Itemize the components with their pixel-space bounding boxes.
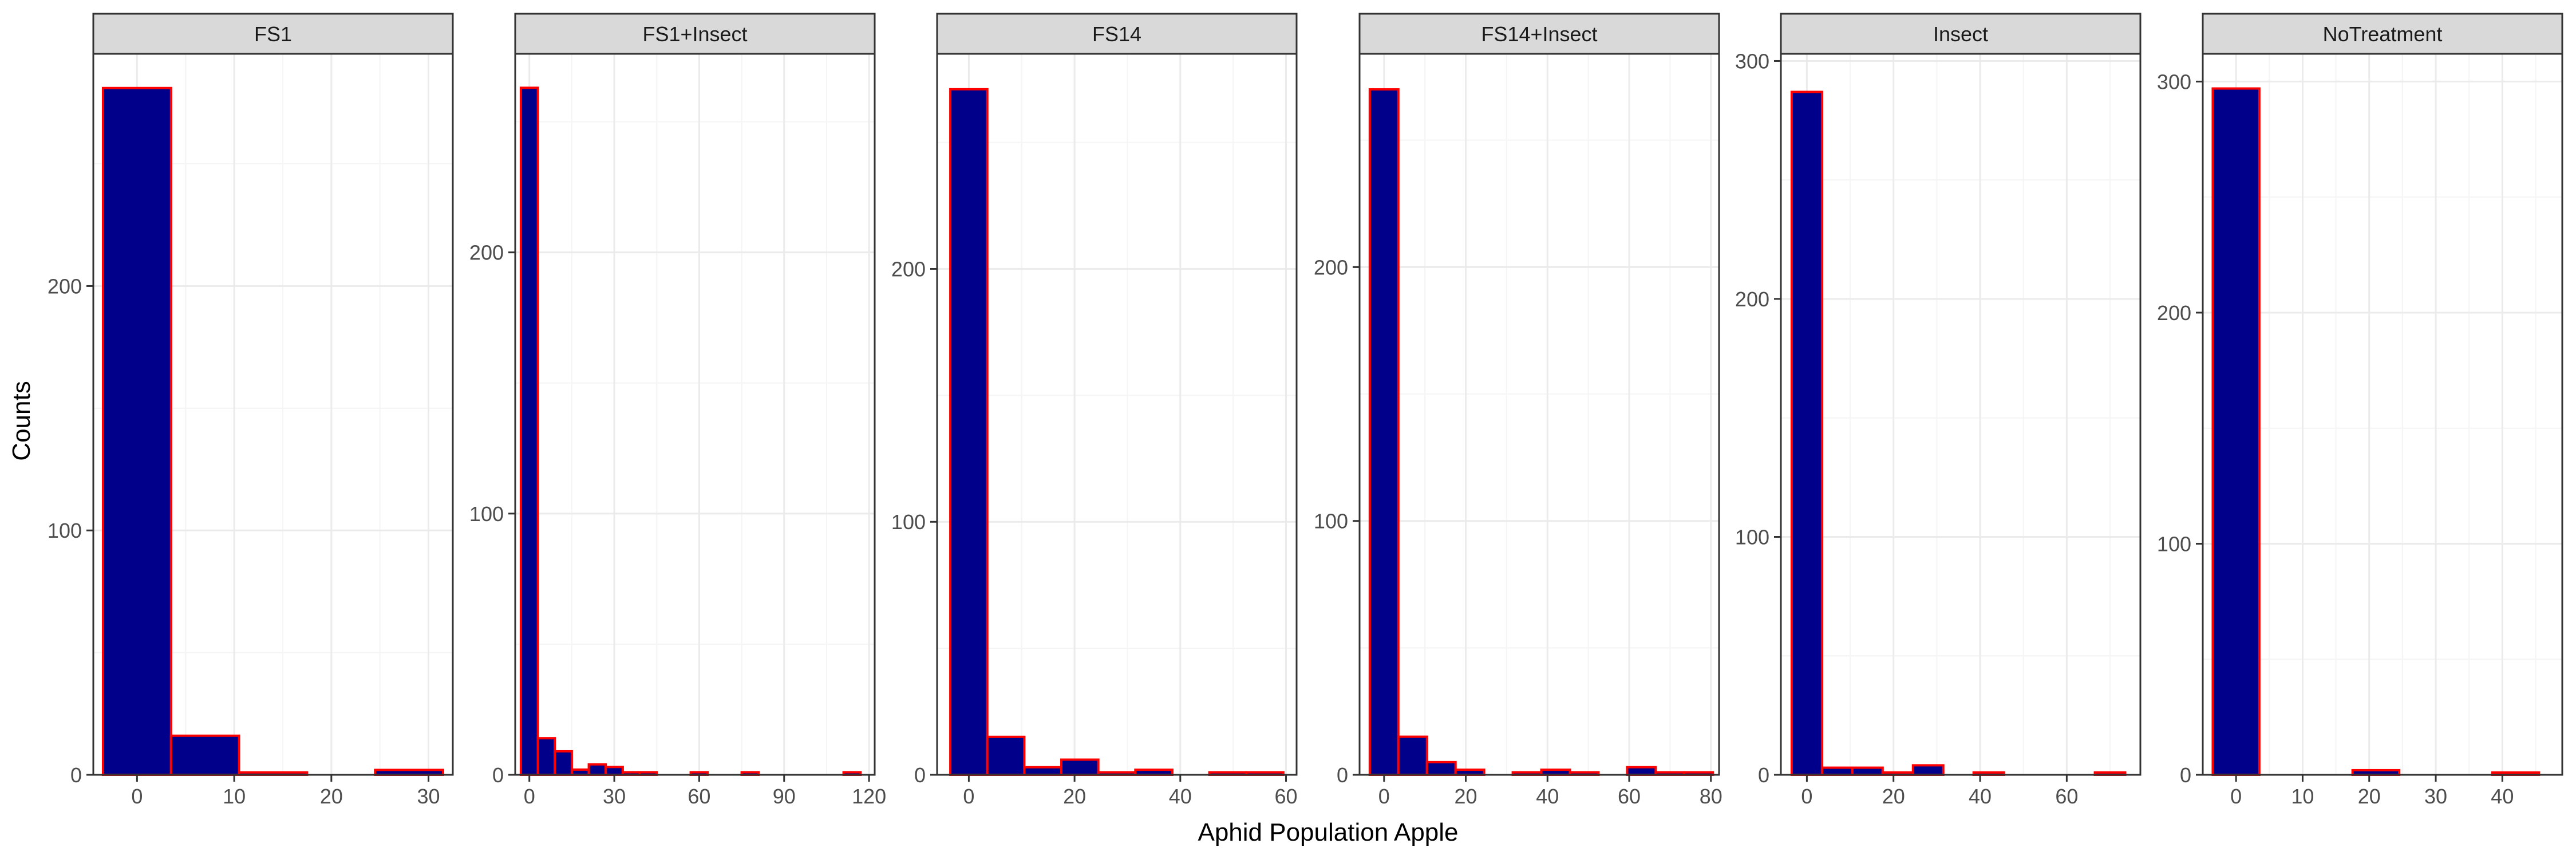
- histogram-bar: [101, 86, 172, 776]
- panel-border: [514, 53, 876, 776]
- x-tick-label: 90: [773, 785, 796, 808]
- facet-strip-label: NoTreatment: [2323, 22, 2443, 46]
- y-tick-label: 100: [2157, 532, 2191, 555]
- x-tick-label: 20: [1882, 785, 1905, 808]
- x-tick-label: 30: [417, 785, 440, 808]
- facet-strip: [1780, 13, 2142, 55]
- x-tick-label: 10: [2291, 785, 2314, 808]
- y-tick-label: 200: [1735, 287, 1769, 311]
- facet-panel: FS14 0 20 40 60 0 100 200: [891, 13, 1298, 808]
- histogram-bar: [1820, 766, 1854, 777]
- y-tick-label: 0: [1758, 763, 1769, 787]
- y-tick-label: 200: [469, 241, 504, 265]
- y-tick-label: 200: [48, 274, 82, 298]
- y-tick-label: 200: [1314, 255, 1348, 279]
- histogram-bar: [1911, 764, 1945, 776]
- y-tick-label: 0: [914, 763, 926, 787]
- x-tick-label: 60: [2055, 785, 2078, 808]
- y-tick-label: 0: [70, 763, 82, 787]
- facet-strip: [92, 13, 454, 55]
- facet-panel: FS1 0 10 20 30 0 100 200: [48, 13, 454, 808]
- y-tick-label: 0: [2180, 763, 2191, 787]
- y-tick-label: 0: [492, 763, 504, 787]
- y-tick-label: 100: [48, 519, 82, 542]
- panel-border: [936, 53, 1298, 776]
- y-tick-label: 200: [891, 257, 926, 281]
- x-tick-label: 40: [1169, 785, 1192, 808]
- histogram-bar: [1368, 88, 1400, 777]
- facet-panel: NoTreatment 0 10 20 30 40 0 100 200 300: [2157, 13, 2563, 808]
- panel-border: [1358, 53, 1720, 776]
- histogram-bar: [587, 763, 607, 777]
- histogram-bar: [1425, 761, 1457, 776]
- y-tick-label: 300: [1735, 49, 1769, 73]
- y-tick-label: 200: [2157, 301, 2191, 325]
- facet-panel: FS14+Insect 0 20 40 60 80 0 100 200: [1314, 13, 1722, 808]
- facet-strip: [1358, 13, 1720, 55]
- facet-panel: Insect 0 20 40 60 0 100 200 300: [1735, 13, 2142, 808]
- x-tick-label: 0: [1801, 785, 1812, 808]
- x-tick-label: 20: [1063, 785, 1086, 808]
- histogram-bar: [1023, 766, 1063, 776]
- x-tick-label: 30: [603, 785, 626, 808]
- x-tick-label: 80: [1700, 785, 1722, 808]
- y-tick-label: 0: [1337, 763, 1348, 787]
- y-tick-label: 100: [1735, 525, 1769, 549]
- x-axis-title: Aphid Population Apple: [1198, 818, 1458, 846]
- y-tick-label: 100: [469, 502, 504, 526]
- histogram-bar: [1060, 758, 1100, 777]
- histogram-bar: [986, 735, 1026, 776]
- facet-strip-label: Insect: [1933, 22, 1988, 46]
- y-tick-label: 100: [891, 510, 926, 534]
- x-tick-label: 0: [2230, 785, 2242, 808]
- histogram-bar: [169, 734, 240, 776]
- facet-strip-label: FS1+Insect: [642, 22, 747, 46]
- histogram-bar: [1626, 766, 1657, 776]
- y-tick-label: 300: [2157, 70, 2191, 93]
- x-tick-label: 120: [852, 785, 886, 808]
- x-tick-label: 60: [1618, 785, 1641, 808]
- x-tick-label: 40: [1969, 785, 1992, 808]
- facet-strip: [2202, 13, 2563, 55]
- facet-strip-label: FS1: [254, 22, 292, 46]
- histogram-bar: [2211, 87, 2261, 777]
- x-tick-label: 0: [963, 785, 974, 808]
- x-tick-label: 0: [524, 785, 535, 808]
- facet-panel: FS1+Insect 0 30 60 90 120 0 100 200: [469, 13, 886, 808]
- facet-strip-label: FS14: [1092, 22, 1141, 46]
- x-tick-label: 20: [1455, 785, 1477, 808]
- histogram-bar: [1851, 766, 1884, 777]
- histogram-bar: [519, 86, 539, 776]
- histogram-bar: [536, 737, 556, 777]
- y-axis-title: Counts: [7, 381, 35, 460]
- facet-strip-label: FS14+Insect: [1481, 22, 1597, 46]
- histogram-bar: [1397, 735, 1428, 777]
- x-tick-label: 40: [2491, 785, 2514, 808]
- x-tick-label: 10: [223, 785, 246, 808]
- x-tick-label: 60: [1275, 785, 1298, 808]
- y-tick-label: 100: [1314, 510, 1348, 533]
- x-tick-label: 20: [320, 785, 343, 808]
- histogram-bar: [1790, 90, 1823, 777]
- x-tick-label: 40: [1536, 785, 1559, 808]
- x-tick-label: 0: [131, 785, 143, 808]
- panel-border: [1780, 53, 2142, 776]
- x-tick-label: 30: [2424, 785, 2447, 808]
- x-tick-label: 20: [2358, 785, 2381, 808]
- histogram-bar: [554, 750, 573, 777]
- histogram-bar: [605, 766, 624, 776]
- x-tick-label: 60: [688, 785, 710, 808]
- facet-strip: [936, 13, 1298, 55]
- histogram-bar: [949, 88, 989, 777]
- x-tick-label: 0: [1378, 785, 1390, 808]
- facet-strip: [514, 13, 876, 55]
